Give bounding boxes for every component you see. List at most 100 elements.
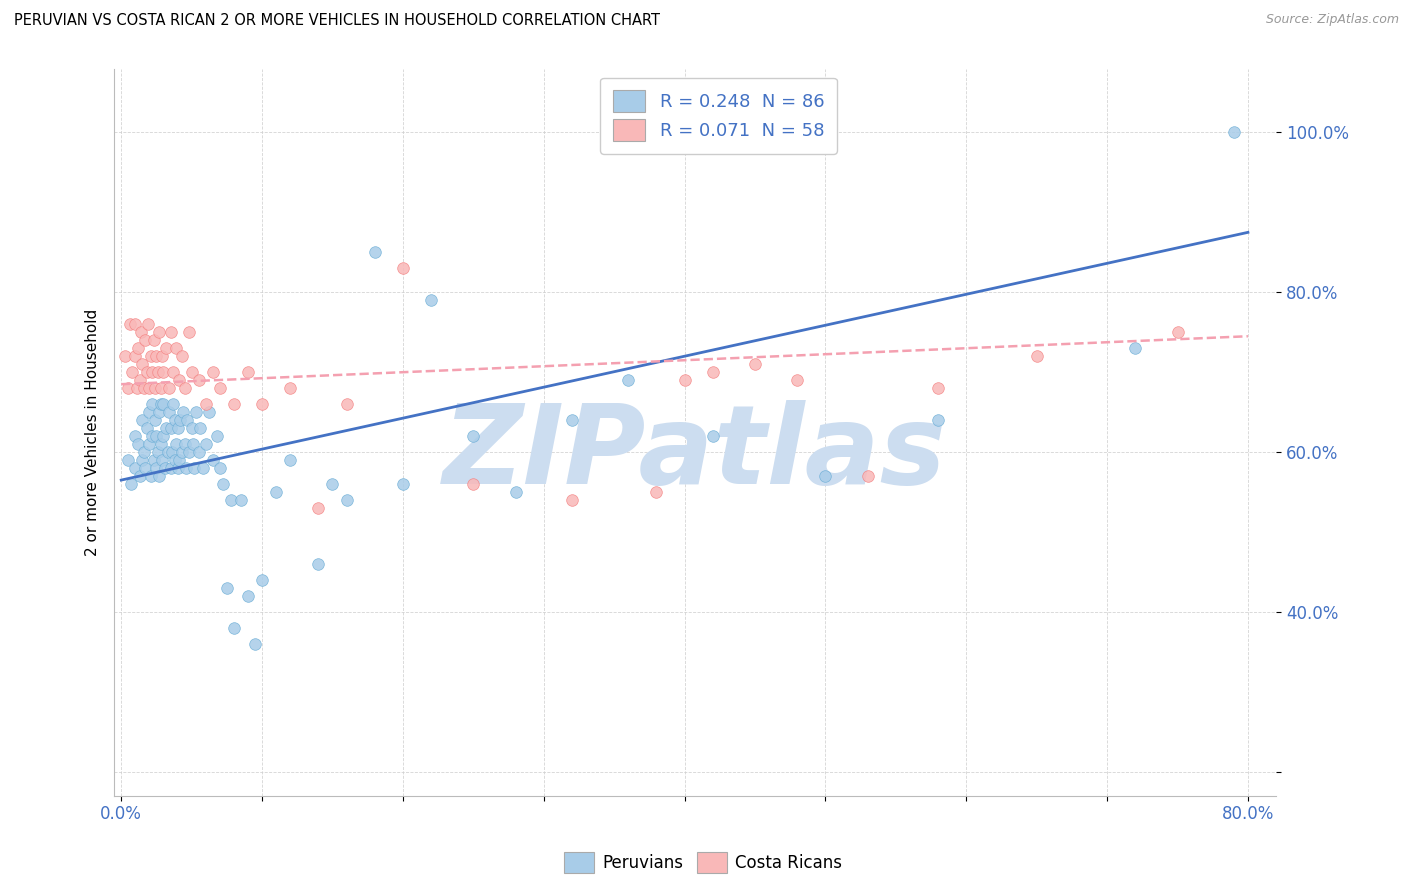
Point (145, 429, 167, 443)
Point (222, 621, 245, 635)
Text: PERUVIAN VS COSTA RICAN 2 OR MORE VEHICLES IN HOUSEHOLD CORRELATION CHART: PERUVIAN VS COSTA RICAN 2 OR MORE VEHICL… (14, 13, 659, 29)
Point (141, 429, 163, 443)
Point (250, 573, 273, 587)
Point (143, 381, 166, 395)
Point (191, 461, 214, 475)
Point (121, 365, 143, 379)
Point (173, 437, 195, 451)
Point (463, 429, 485, 443)
Point (173, 381, 195, 395)
Point (744, 357, 766, 371)
Point (124, 318, 146, 332)
Point (146, 445, 169, 459)
Point (165, 437, 187, 451)
Point (124, 349, 146, 363)
Point (236, 589, 259, 603)
Point (187, 445, 209, 459)
Point (786, 373, 808, 387)
Point (463, 477, 485, 491)
Point (138, 405, 160, 419)
Point (561, 413, 583, 427)
Point (128, 469, 150, 483)
Point (1025, 349, 1047, 363)
Point (208, 461, 231, 475)
Point (617, 373, 640, 387)
Point (856, 469, 879, 483)
Point (278, 453, 301, 467)
Point (152, 429, 174, 443)
Point (152, 397, 174, 411)
Point (145, 461, 167, 475)
Point (243, 637, 266, 651)
Point (250, 397, 273, 411)
Point (117, 453, 139, 467)
Point (138, 437, 160, 451)
Point (138, 381, 160, 395)
Point (134, 461, 156, 475)
Point (160, 445, 183, 459)
Point (148, 469, 170, 483)
Point (645, 485, 668, 500)
Point (180, 421, 202, 435)
Point (364, 245, 387, 260)
Point (420, 293, 443, 308)
Point (307, 501, 329, 516)
Point (215, 581, 238, 595)
Point (197, 405, 219, 419)
Point (229, 493, 252, 508)
Point (148, 325, 170, 339)
Point (169, 413, 191, 427)
Point (1123, 341, 1146, 355)
Point (129, 325, 152, 339)
Point (264, 485, 287, 500)
Point (124, 461, 146, 475)
Point (152, 365, 174, 379)
Point (208, 381, 231, 395)
Point (814, 469, 837, 483)
Point (236, 365, 259, 379)
Point (392, 477, 415, 491)
Point (561, 493, 583, 508)
Y-axis label: 2 or more Vehicles in Household: 2 or more Vehicles in Household (86, 309, 100, 556)
Point (505, 485, 527, 500)
Point (187, 373, 209, 387)
Point (170, 349, 193, 363)
Point (222, 397, 245, 411)
Point (131, 413, 153, 427)
Point (150, 453, 173, 467)
Point (205, 429, 228, 443)
Point (153, 461, 176, 475)
Point (157, 381, 180, 395)
Point (128, 373, 150, 387)
Point (125, 381, 148, 395)
Point (132, 445, 155, 459)
Point (702, 429, 724, 443)
Point (927, 381, 949, 395)
Point (142, 453, 165, 467)
Point (139, 469, 162, 483)
Point (149, 437, 172, 451)
Point (167, 453, 190, 467)
Point (927, 413, 949, 427)
Point (146, 365, 169, 379)
Point (219, 493, 242, 508)
Point (177, 445, 200, 459)
Point (132, 381, 155, 395)
Point (131, 453, 153, 467)
Point (335, 397, 357, 411)
Point (120, 477, 142, 491)
Point (188, 421, 211, 435)
Point (139, 349, 162, 363)
Point (155, 341, 177, 355)
Point (183, 461, 205, 475)
Point (165, 341, 187, 355)
Point (392, 261, 415, 276)
Text: ZIPatlas: ZIPatlas (443, 401, 948, 508)
Point (162, 397, 184, 411)
Legend: R = 0.248  N = 86, R = 0.071  N = 58: R = 0.248 N = 86, R = 0.071 N = 58 (600, 78, 837, 154)
Point (117, 381, 139, 395)
Point (181, 437, 204, 451)
Point (159, 421, 181, 435)
Point (114, 349, 136, 363)
Point (157, 405, 180, 419)
